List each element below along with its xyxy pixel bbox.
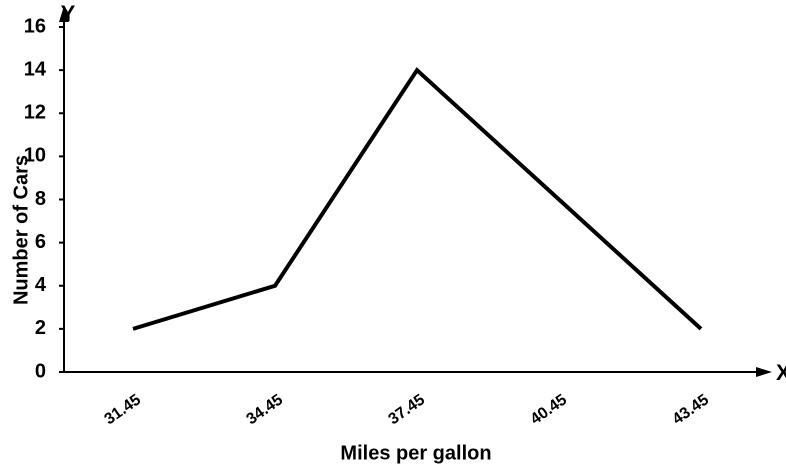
x-tick-label: 43.45 xyxy=(670,391,713,428)
y-axis-symbol: Y xyxy=(61,1,76,26)
x-tick-label: 37.45 xyxy=(386,391,429,428)
y-tick-label: 16 xyxy=(24,15,46,37)
x-tick-label: 31.45 xyxy=(102,391,145,428)
y-tick-label: 6 xyxy=(35,231,46,253)
y-tick-label: 8 xyxy=(35,188,46,210)
y-tick-label: 0 xyxy=(35,360,46,382)
y-tick-label: 2 xyxy=(35,317,46,339)
y-tick-label: 14 xyxy=(24,58,47,80)
x-tick-label: 34.45 xyxy=(244,391,287,428)
data-line xyxy=(132,67,703,331)
y-tick-label: 10 xyxy=(24,145,46,167)
x-tick-label: 40.45 xyxy=(528,391,571,428)
y-tick-label: 12 xyxy=(24,102,46,124)
x-axis-symbol: X xyxy=(776,360,786,385)
y-tick-label: 4 xyxy=(35,274,47,296)
y-axis-label: Number of Cars xyxy=(10,155,32,305)
x-axis-arrow xyxy=(756,367,772,377)
y-axis-arrow xyxy=(59,6,69,22)
x-axis-label: Miles per gallon xyxy=(340,442,491,464)
